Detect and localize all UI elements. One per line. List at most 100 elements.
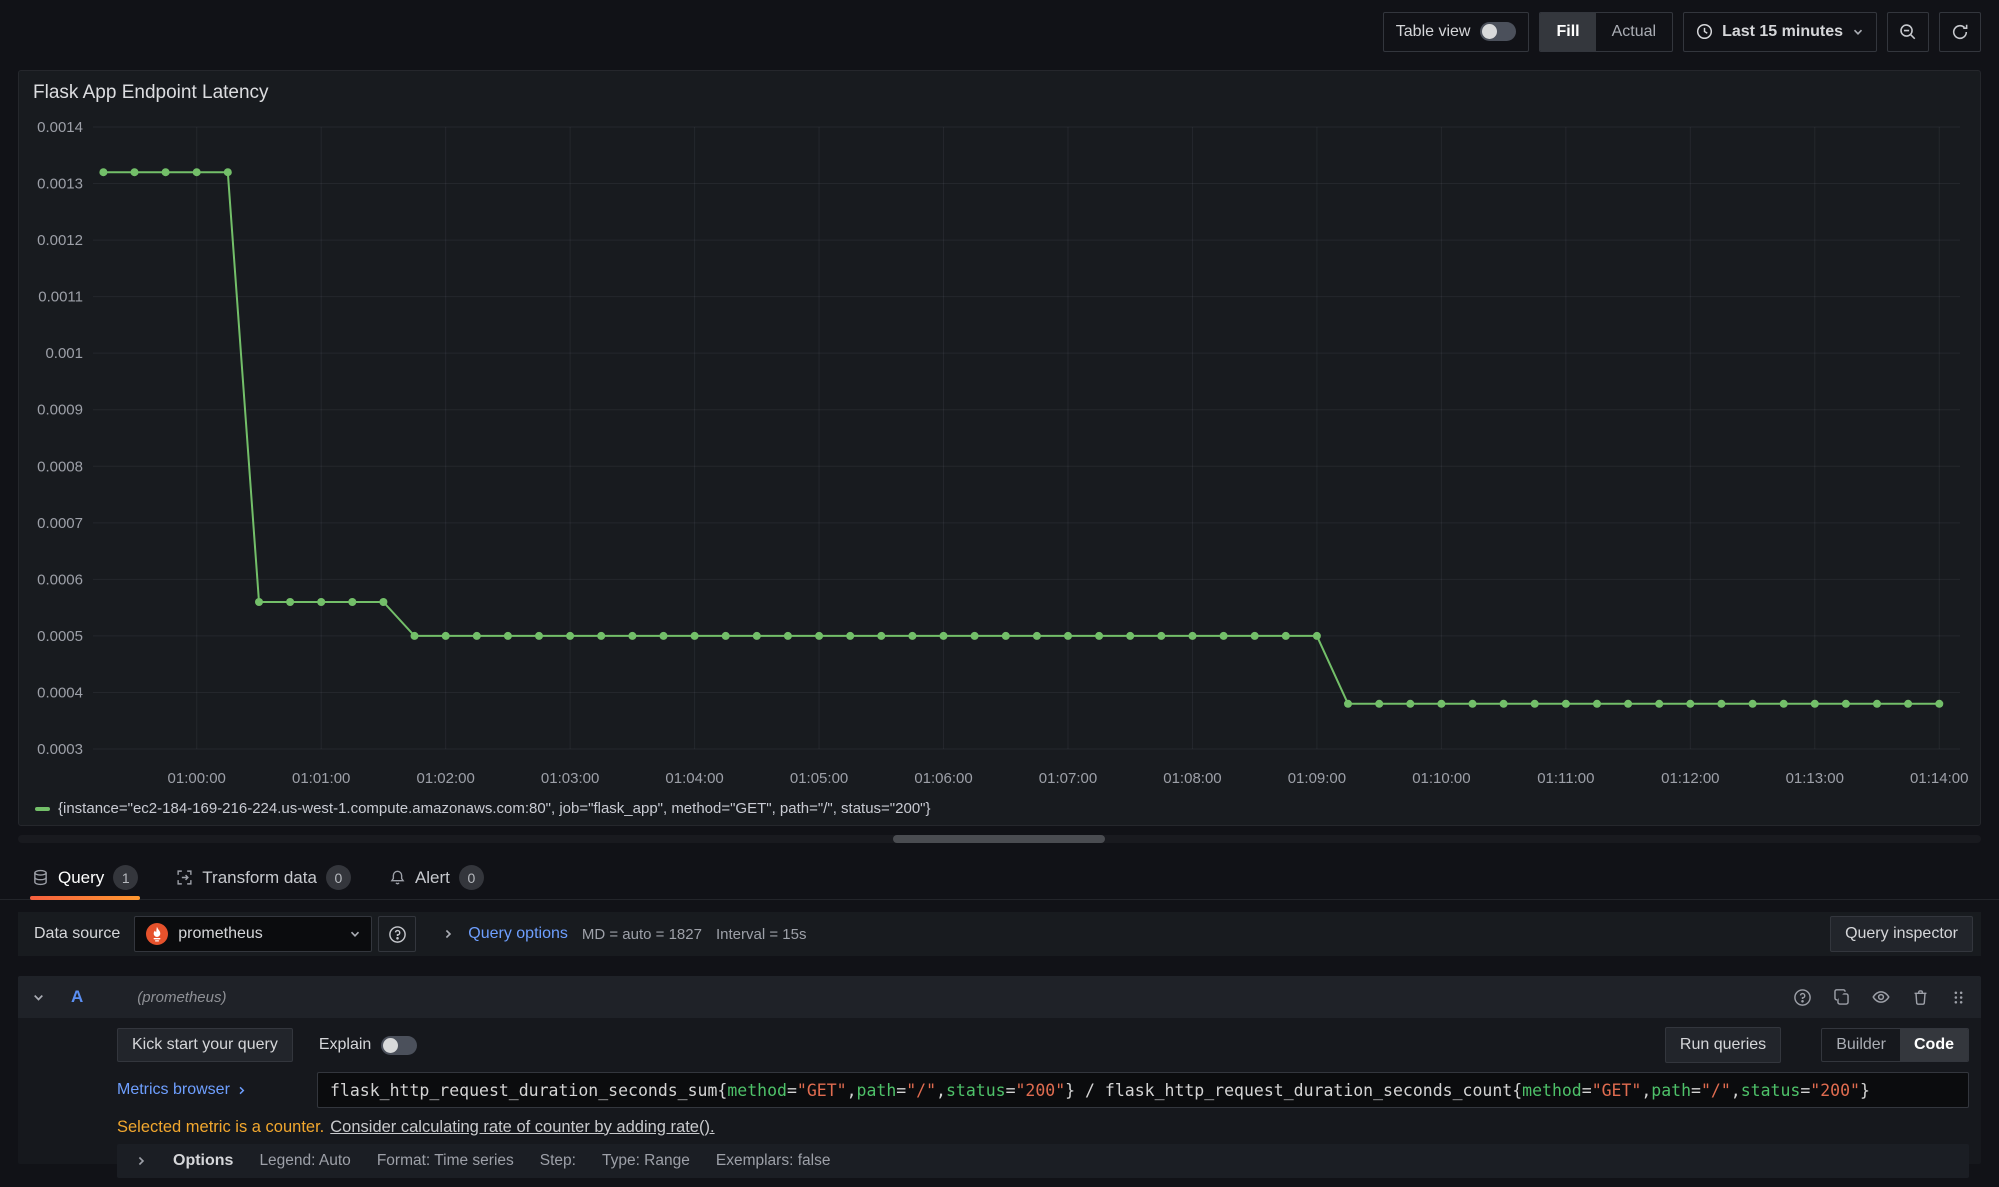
tab-alert[interactable]: Alert 0	[387, 856, 486, 899]
y-axis-tick-label: 0.001	[45, 345, 83, 362]
prometheus-logo-icon	[145, 922, 169, 946]
series-point	[566, 632, 574, 640]
query-row-actions	[1793, 987, 1967, 1007]
series-point	[1095, 632, 1103, 640]
series-point	[1562, 700, 1570, 708]
series-point	[162, 168, 170, 176]
duplicate-query-button[interactable]	[1832, 988, 1851, 1007]
x-axis-tick-label: 01:05:00	[790, 770, 848, 787]
promql-token: ,	[847, 1081, 857, 1100]
series-point	[784, 632, 792, 640]
warning-rate-link[interactable]: Consider calculating rate of counter by …	[330, 1118, 714, 1137]
options-summary-row[interactable]: Options Legend: Auto Format: Time series…	[117, 1144, 1969, 1178]
series-point	[1375, 700, 1383, 708]
series-point	[1531, 700, 1539, 708]
query-inspector-button[interactable]: Query inspector	[1830, 916, 1973, 952]
series-point	[379, 598, 387, 606]
y-axis-tick-label: 0.0008	[37, 458, 83, 475]
collapse-chevron-icon[interactable]	[32, 991, 45, 1004]
series-point	[971, 632, 979, 640]
kick-start-query-button[interactable]: Kick start your query	[117, 1028, 293, 1062]
zoom-out-button[interactable]	[1887, 12, 1929, 52]
x-axis-tick-label: 01:03:00	[541, 770, 599, 787]
query-row-header[interactable]: A (prometheus)	[18, 976, 1981, 1018]
series-point	[1904, 700, 1912, 708]
interval-text: Interval = 15s	[716, 926, 806, 943]
promql-token: }	[1860, 1081, 1870, 1100]
series-point	[815, 632, 823, 640]
series-point	[1935, 700, 1943, 708]
promql-input[interactable]: flask_http_request_duration_seconds_sum{…	[317, 1072, 1969, 1108]
promql-token: } / flask_http_request_duration_seconds_…	[1065, 1081, 1522, 1100]
promql-token: flask_http_request_duration_seconds_sum{	[330, 1081, 727, 1100]
promql-token: "200"	[1810, 1081, 1860, 1100]
query-help-button[interactable]	[1793, 988, 1812, 1007]
chevron-right-icon[interactable]	[442, 928, 454, 940]
trash-icon	[1911, 988, 1930, 1007]
scrollbar-thumb[interactable]	[893, 835, 1105, 843]
series-point	[1406, 700, 1414, 708]
series-point	[255, 598, 263, 606]
delete-query-button[interactable]	[1911, 988, 1930, 1007]
datasource-help-button[interactable]	[378, 916, 416, 952]
promql-token: status	[1741, 1081, 1801, 1100]
series-point	[442, 632, 450, 640]
tab-transform-data[interactable]: Transform data 0	[174, 856, 353, 899]
options-format: Format: Time series	[377, 1152, 514, 1170]
y-axis-tick-label: 0.0007	[37, 515, 83, 532]
drag-handle[interactable]	[1950, 989, 1967, 1006]
run-queries-button[interactable]: Run queries	[1665, 1027, 1781, 1063]
datasource-select[interactable]: prometheus	[134, 916, 372, 952]
explain-toggle[interactable]	[381, 1036, 417, 1055]
options-legend: Legend: Auto	[259, 1152, 350, 1170]
latency-panel: Flask App Endpoint Latency 0.00140.00130…	[18, 70, 1981, 826]
query-toolbar: Kick start your query Explain Run querie…	[117, 1028, 1969, 1062]
y-axis-tick-label: 0.0004	[37, 684, 83, 701]
series-point	[1437, 700, 1445, 708]
fill-button[interactable]: Fill	[1540, 13, 1595, 51]
legend-item[interactable]: {instance="ec2-184-169-216-224.us-west-1…	[35, 800, 931, 817]
time-range-picker[interactable]: Last 15 minutes	[1683, 12, 1877, 52]
series-point	[1002, 632, 1010, 640]
y-axis-tick-label: 0.0006	[37, 571, 83, 588]
series-point	[1033, 632, 1041, 640]
y-axis-tick-label: 0.0005	[37, 628, 83, 645]
max-data-points-text: MD = auto = 1827	[582, 926, 702, 943]
series-point	[1313, 632, 1321, 640]
database-icon	[32, 869, 49, 886]
promql-token: "/"	[906, 1081, 936, 1100]
promql-token: method	[727, 1081, 787, 1100]
query-options-group: Query options MD = auto = 1827 Interval …	[442, 925, 806, 943]
promql-token: method	[1522, 1081, 1582, 1100]
tab-alert-badge: 0	[459, 865, 484, 890]
help-circle-icon	[1793, 988, 1812, 1007]
x-axis-tick-label: 01:11:00	[1537, 770, 1594, 787]
tab-query-badge: 1	[113, 865, 138, 890]
y-axis-tick-label: 0.0013	[37, 176, 83, 193]
series-point	[691, 632, 699, 640]
bell-icon	[389, 869, 406, 886]
table-view-toggle[interactable]	[1480, 22, 1516, 41]
builder-button[interactable]: Builder	[1822, 1029, 1900, 1061]
actual-button[interactable]: Actual	[1596, 13, 1672, 51]
refresh-button[interactable]	[1939, 12, 1981, 52]
promql-token: ,	[1731, 1081, 1741, 1100]
zoom-out-icon	[1899, 23, 1917, 41]
table-view-label: Table view	[1396, 23, 1471, 41]
chevron-right-icon	[135, 1155, 147, 1167]
series-point	[1282, 632, 1290, 640]
grip-dots-icon	[1950, 989, 1967, 1006]
series-point	[1500, 700, 1508, 708]
code-button[interactable]: Code	[1900, 1029, 1968, 1061]
promql-editor-row: Metrics browser flask_http_request_durat…	[117, 1072, 1969, 1108]
x-axis-tick-label: 01:06:00	[914, 770, 972, 787]
x-axis-tick-label: 01:13:00	[1786, 770, 1844, 787]
series-point	[908, 632, 916, 640]
tab-query[interactable]: Query 1	[30, 856, 140, 899]
query-options-link[interactable]: Query options	[468, 925, 568, 943]
x-axis-tick-label: 01:01:00	[292, 770, 350, 787]
toggle-visibility-button[interactable]	[1871, 987, 1891, 1007]
latency-chart[interactable]: 0.00140.00130.00120.00110.0010.00090.000…	[27, 109, 1974, 799]
metrics-browser-link[interactable]: Metrics browser	[117, 1072, 317, 1108]
tab-transform-badge: 0	[326, 865, 351, 890]
